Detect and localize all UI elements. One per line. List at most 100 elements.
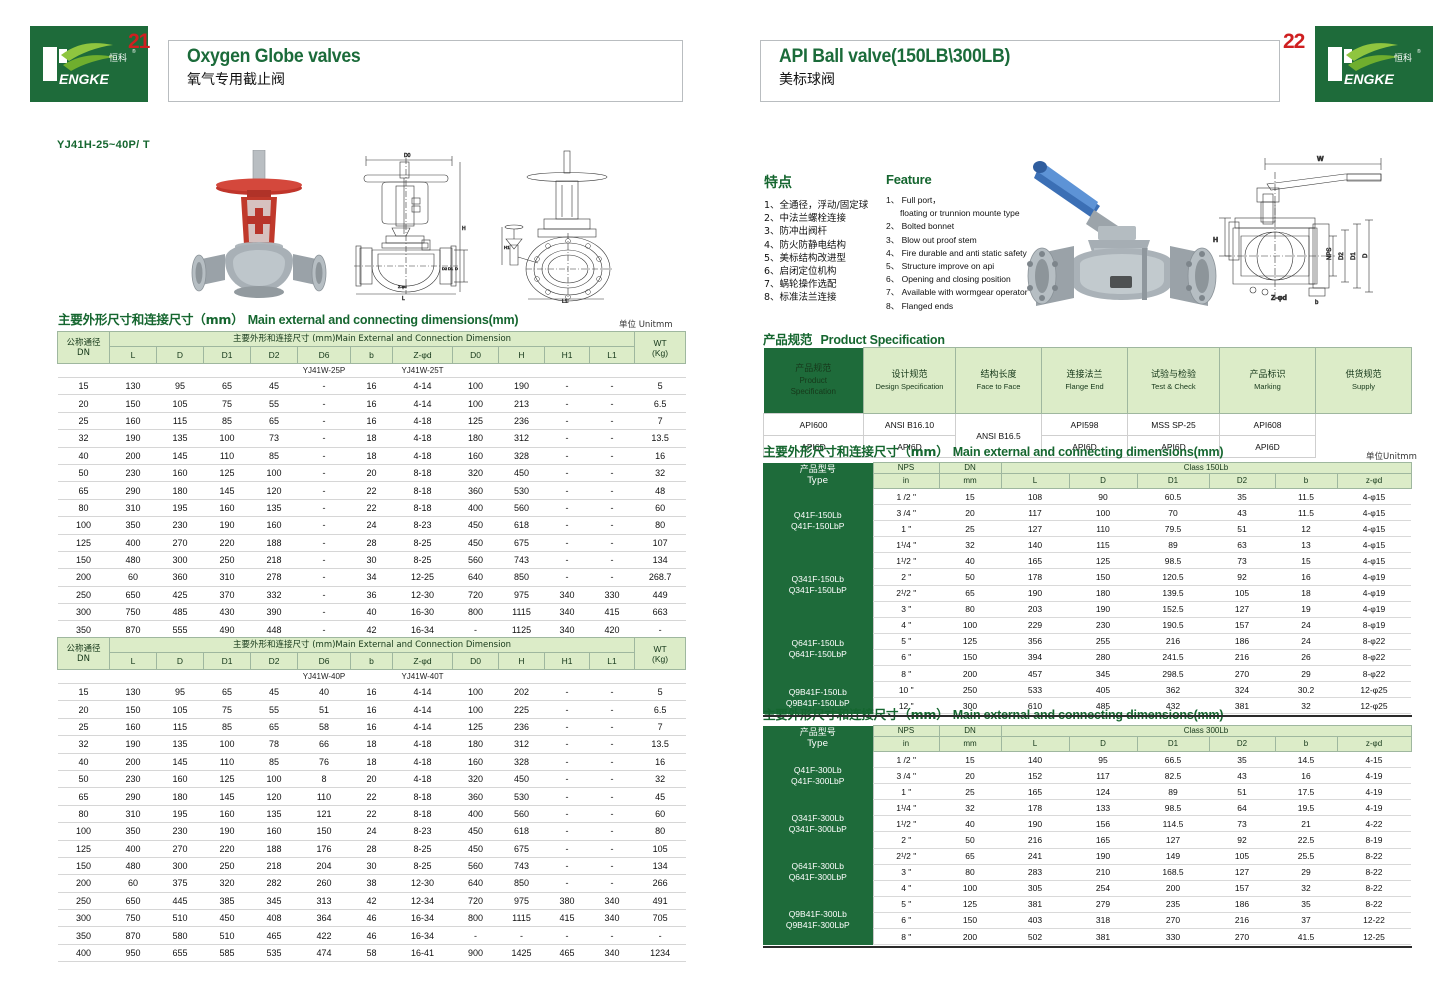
cell: 145: [156, 446, 204, 465]
cell: 8-φ19: [1337, 616, 1412, 634]
svg-text:D1: D1: [1351, 252, 1357, 260]
type-line1: Q41F-300Lb: [793, 764, 842, 775]
cell: 445: [156, 891, 204, 911]
cell: 100: [939, 616, 1001, 634]
cell: 950: [109, 943, 157, 963]
cell: -: [297, 585, 351, 605]
table-row: 2 " 50 178 150 120.5 92 16 4-φ19: [763, 568, 1412, 586]
subrow-cell: [203, 669, 251, 684]
subrow-cell: [203, 363, 251, 378]
type-line2: Q41F-150LbP: [791, 520, 845, 531]
th-sub-L: L: [1000, 473, 1070, 489]
cell: 3 /4 ": [872, 767, 939, 785]
cell: 340: [544, 585, 590, 605]
table-row: 200 60 360 310 278-34 12-25 640 850- -268.7: [57, 568, 686, 587]
cell: 190: [1001, 815, 1069, 833]
cell: 6 ": [872, 648, 939, 667]
th-columns-1: L D D1 D2 D6 b Z-φd D0 H H1 L1: [58, 346, 686, 364]
cell: 152.5: [1137, 600, 1209, 618]
cell: 16-34: [392, 909, 453, 928]
cell: 2 ": [872, 568, 939, 586]
t300-body: Q41F-300Lb Q41F-300LbP 1 /2 " 15 140 95 66.5 35…: [763, 750, 1412, 946]
cell: -: [297, 603, 351, 622]
cell: 100: [250, 769, 298, 789]
cell: 180: [452, 429, 499, 448]
cell: 400: [57, 943, 110, 963]
cell: 200: [939, 928, 1001, 946]
cell: 114.5: [1137, 815, 1209, 833]
table-row: 1¹/2 " 40 190 156 114.5 73 21 4-22: [763, 815, 1412, 833]
table-row: 3 /4 " 20 117 100 70 43 11.5 4-φ15: [763, 504, 1412, 522]
cell: 160: [452, 752, 499, 771]
cell: 750: [109, 603, 157, 622]
cell: 705: [634, 909, 686, 928]
spec-cell: API608: [1219, 413, 1316, 436]
table-row: 50 230 160 125 100 8 20 4-18 320 450- -32: [57, 769, 686, 789]
table300-heading: 主要外形尺寸和连接尺寸（mm） Main external and connec…: [763, 704, 1224, 723]
th-col-H1: H1: [544, 346, 590, 364]
cell: 250: [57, 891, 110, 911]
cell: 4-φ19: [1337, 584, 1412, 602]
spec-col-head: 供货规范 Supply: [1315, 347, 1412, 414]
spec-col-head: 产品标识 Marking: [1219, 347, 1316, 414]
cell: 110: [1069, 520, 1137, 538]
t150-type-head: 产品型号 Type: [763, 462, 873, 489]
type-cell: Q641F-300Lb Q641F-300LbP: [763, 848, 873, 897]
table-row: 150 480 300 250 218 204 30 8-25 560 743- -134: [57, 856, 686, 876]
cell: 12: [1275, 520, 1337, 538]
cell: 92: [1209, 831, 1275, 849]
cell: 415: [544, 909, 590, 928]
cell: 350: [57, 926, 110, 945]
cell: 60.5: [1137, 487, 1209, 506]
cell: 100: [250, 463, 298, 483]
subrow-cell: [156, 669, 204, 684]
cell: -: [297, 463, 351, 483]
cell: 1115: [498, 603, 545, 622]
cell: 95: [1069, 750, 1137, 769]
subrow-cell: [544, 363, 590, 378]
table-row: 20 150 105 75 55 51 16 4-14 100 225- -6.5: [57, 700, 686, 719]
svg-text:H: H: [1213, 237, 1218, 244]
subrow-cell: [109, 363, 157, 378]
cell: 180: [1069, 584, 1137, 602]
cell: 618: [498, 822, 545, 841]
table-row: 100 350 230 190 160 150 24 8-23 450 618- -80: [57, 822, 686, 841]
cell: 135: [250, 804, 298, 824]
cell: 675: [498, 839, 545, 858]
cell: 82.5: [1137, 767, 1209, 785]
cell: 15: [939, 487, 1001, 506]
cell: -: [297, 446, 351, 465]
cell: 55: [250, 700, 298, 719]
cell: -: [544, 822, 590, 841]
cell: 381: [1209, 697, 1275, 715]
th-col-D: D: [156, 652, 204, 670]
cell: 1¹/4 ": [872, 799, 939, 817]
cell: 310: [109, 498, 157, 518]
cell: 4-φ15: [1337, 552, 1412, 570]
cell: 40: [939, 815, 1001, 833]
cell: -: [297, 376, 351, 396]
cell: 95: [156, 376, 204, 396]
cell: 195: [156, 804, 204, 824]
cell: 2 ": [872, 831, 939, 849]
cell: 115: [1069, 536, 1137, 554]
cell: 8-23: [392, 516, 453, 535]
globe-valve-section-drawing: D0 H D2 D1 D: [354, 153, 468, 302]
cell: 130: [109, 376, 157, 396]
cell: 16: [350, 717, 393, 737]
type-cell: Q341F-150Lb Q341F-150LbP: [763, 552, 873, 618]
cell: 15: [939, 750, 1001, 769]
svg-text:D1: D1: [448, 266, 454, 271]
cell: -: [544, 804, 590, 824]
th-col-b: b: [350, 346, 393, 364]
cell: 254: [1069, 879, 1137, 897]
cell: 385: [203, 891, 251, 911]
left-section1-heading: 主要外形尺寸和连接尺寸（mm） Main external and connec…: [58, 312, 519, 327]
cell: 140: [1001, 750, 1069, 769]
cell: 720: [452, 891, 499, 911]
cell: 180: [452, 735, 499, 754]
cell: 145: [156, 752, 204, 771]
spec-col-en: Supply: [1352, 381, 1375, 391]
cell: 35: [1209, 750, 1275, 769]
